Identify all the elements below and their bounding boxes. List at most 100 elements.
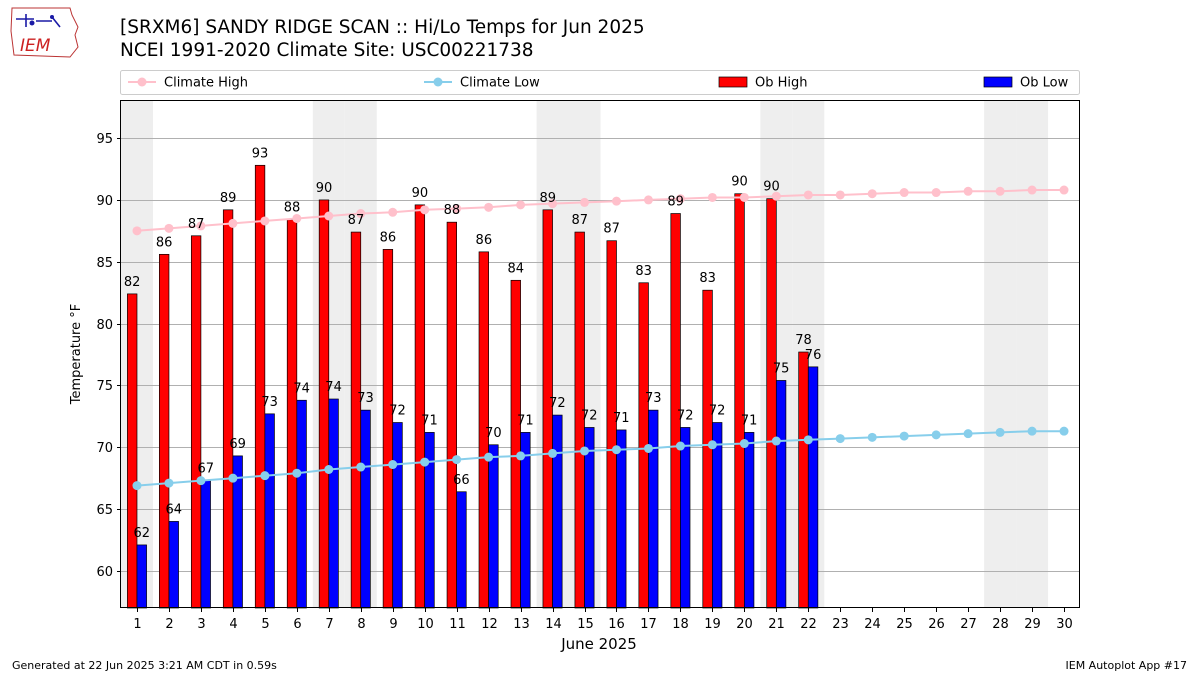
legend-marker — [433, 77, 443, 87]
climate-low-point — [292, 468, 302, 478]
climate-low-point — [995, 427, 1005, 437]
ob-low-label: 74 — [325, 380, 342, 395]
ob-low-bar — [648, 409, 659, 609]
y-axis-label: Temperature °F — [69, 304, 84, 405]
ob-low-label: 72 — [581, 408, 598, 423]
legend-bar-swatch — [983, 76, 1013, 88]
climate-high-point — [580, 197, 590, 207]
x-tick-label: 17 — [640, 617, 657, 632]
ob-high-label: 84 — [508, 261, 525, 276]
climate-low-point — [643, 443, 653, 453]
ob-low-bar — [743, 432, 755, 609]
x-tick-label: 11 — [449, 617, 466, 632]
ob-high-label: 90 — [412, 186, 429, 201]
ob-high-label: 86 — [156, 235, 173, 250]
climate-low-point — [324, 465, 334, 475]
ob-high-label: 78 — [795, 333, 812, 348]
climate-low-point — [132, 481, 142, 491]
ob-high-bar — [286, 219, 298, 609]
ob-low-bar — [488, 444, 499, 609]
ob-low-bar — [616, 429, 627, 609]
x-tick-label: 3 — [197, 617, 205, 632]
y-tick-label: 85 — [96, 256, 113, 271]
ob-high-label: 89 — [220, 191, 237, 206]
y-tick-label: 75 — [96, 379, 113, 394]
x-tick-label: 9 — [389, 617, 397, 632]
ob-high-label: 83 — [699, 271, 716, 286]
climate-high-point — [707, 192, 717, 202]
climate-low-point — [1059, 426, 1069, 436]
climate-low-point — [228, 473, 238, 483]
legend-label: Ob High — [755, 76, 808, 91]
x-tick-label: 8 — [357, 617, 365, 632]
ob-high-label: 83 — [635, 264, 652, 279]
climate-low-point — [963, 429, 973, 439]
ob-low-label: 72 — [709, 404, 726, 419]
legend-marker — [137, 77, 147, 87]
climate-high-point — [739, 192, 749, 202]
ob-high-bar — [510, 279, 521, 609]
weekend-band — [984, 101, 1017, 608]
ob-high-bar — [127, 293, 138, 609]
ob-low-bar — [680, 427, 691, 609]
ob-low-label: 71 — [613, 411, 630, 426]
climate-high-point — [963, 186, 973, 196]
climate-high-point — [356, 209, 366, 219]
x-tick-label: 20 — [736, 617, 753, 632]
x-tick-label: 22 — [800, 617, 817, 632]
y-tick-label: 65 — [96, 503, 113, 518]
climate-low-point — [484, 452, 494, 462]
x-tick-label: 2 — [165, 617, 173, 632]
ob-high-label: 82 — [124, 275, 141, 290]
x-tick-label: 18 — [672, 617, 689, 632]
climate-high-point — [1027, 185, 1037, 195]
ob-low-bar — [392, 422, 403, 609]
climate-high-point — [931, 188, 941, 198]
climate-low-point — [260, 471, 270, 481]
y-tick-label: 60 — [96, 565, 113, 580]
climate-high-point — [196, 221, 206, 231]
ob-high-label: 88 — [284, 201, 301, 216]
climate-high-point — [1059, 185, 1069, 195]
climate-low-line — [136, 430, 1064, 487]
climate-low-point — [356, 462, 366, 472]
app-credit: IEM Autoplot App #17 — [1065, 659, 1188, 672]
ob-high-bar — [222, 209, 234, 609]
climate-high-point — [867, 189, 877, 199]
ob-low-bar — [264, 413, 275, 609]
climate-low-point — [675, 441, 685, 451]
climate-low-point — [707, 440, 717, 450]
climate-high-point — [643, 195, 653, 205]
ob-low-bar — [552, 414, 563, 609]
y-tick-label: 95 — [96, 132, 113, 147]
ob-high-label: 93 — [252, 146, 269, 161]
ob-high-bar — [190, 235, 202, 609]
ob-high-label: 87 — [603, 222, 620, 237]
ob-low-bar — [807, 366, 819, 609]
x-tick-label: 14 — [545, 617, 562, 632]
climate-low-point — [835, 434, 845, 444]
legend-label: Climate Low — [460, 76, 540, 91]
ob-low-label: 69 — [229, 437, 246, 452]
climate-low-point — [611, 445, 621, 455]
ob-high-bar — [350, 231, 362, 609]
ob-low-label: 73 — [261, 395, 278, 410]
ob-high-label: 90 — [763, 180, 780, 195]
x-tick-label: 4 — [229, 617, 237, 632]
ob-high-label: 88 — [444, 203, 461, 218]
ob-high-bar — [446, 221, 457, 609]
climate-high-point — [995, 186, 1005, 196]
x-tick-label: 19 — [704, 617, 721, 632]
weekend-band — [1016, 101, 1049, 608]
x-tick-label: 28 — [992, 617, 1009, 632]
x-tick-label: 7 — [325, 617, 333, 632]
climate-lines — [132, 185, 1069, 491]
climate-low-point — [452, 455, 462, 465]
ob-high-label: 90 — [731, 175, 748, 190]
climate-high-point — [516, 200, 526, 210]
ob-high-label: 89 — [539, 191, 556, 206]
ob-low-label: 73 — [357, 391, 374, 406]
climate-high-point — [228, 218, 238, 228]
x-tick-label: 5 — [261, 617, 269, 632]
